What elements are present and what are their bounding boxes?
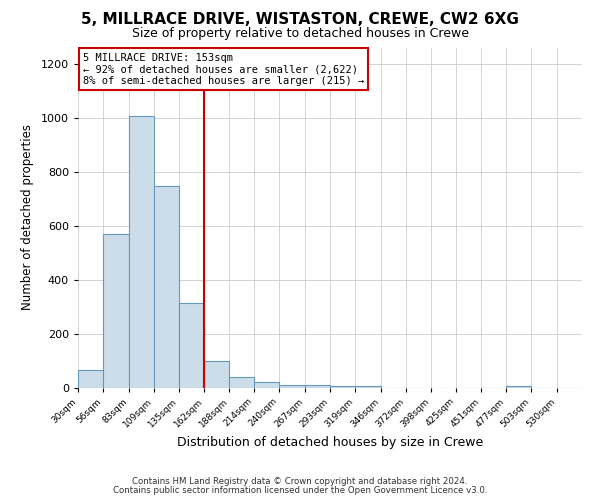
Bar bbox=[229, 377, 254, 388]
Y-axis label: Number of detached properties: Number of detached properties bbox=[21, 124, 34, 310]
Bar bbox=[355, 386, 381, 388]
Bar bbox=[154, 186, 179, 388]
Bar bbox=[129, 116, 154, 388]
Bar bbox=[103, 234, 129, 388]
Bar bbox=[205, 360, 229, 388]
Text: Contains public sector information licensed under the Open Government Licence v3: Contains public sector information licen… bbox=[113, 486, 487, 495]
Text: Contains HM Land Registry data © Crown copyright and database right 2024.: Contains HM Land Registry data © Crown c… bbox=[132, 477, 468, 486]
Text: 5, MILLRACE DRIVE, WISTASTON, CREWE, CW2 6XG: 5, MILLRACE DRIVE, WISTASTON, CREWE, CW2… bbox=[81, 12, 519, 28]
Text: Size of property relative to detached houses in Crewe: Size of property relative to detached ho… bbox=[131, 28, 469, 40]
Bar bbox=[78, 370, 103, 388]
Bar bbox=[305, 386, 330, 388]
Text: 5 MILLRACE DRIVE: 153sqm
← 92% of detached houses are smaller (2,622)
8% of semi: 5 MILLRACE DRIVE: 153sqm ← 92% of detach… bbox=[83, 52, 364, 86]
Bar bbox=[330, 386, 355, 388]
Bar bbox=[179, 302, 205, 388]
X-axis label: Distribution of detached houses by size in Crewe: Distribution of detached houses by size … bbox=[177, 436, 483, 448]
Bar bbox=[279, 385, 305, 388]
Bar bbox=[254, 382, 279, 388]
Bar bbox=[506, 386, 531, 388]
